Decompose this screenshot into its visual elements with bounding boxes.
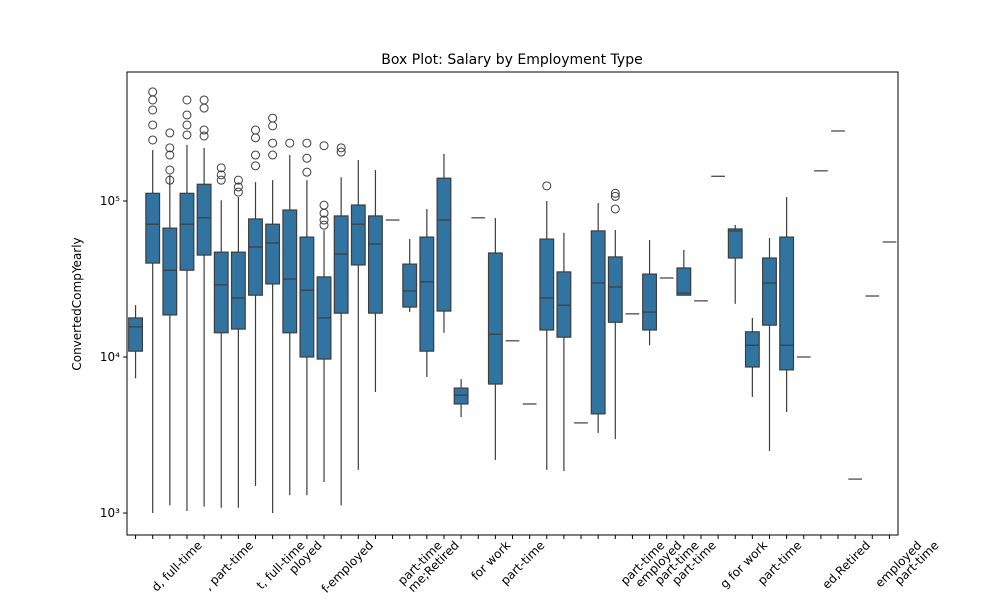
box [213,251,229,334]
box [402,263,418,308]
box [607,256,623,323]
outlier [165,128,175,138]
outlier [268,113,278,123]
outlier [336,147,346,157]
outlier [251,133,260,143]
box [436,177,452,312]
outlier [148,135,158,145]
outlier [182,120,192,130]
y-tick-label: 10³ [100,506,120,520]
x-tick-label: f-employed [319,538,377,596]
box [642,273,658,331]
x-tick-label: ed,Retired [819,538,873,592]
plot-frame [126,71,899,536]
outlier [216,170,226,180]
outlier [216,163,226,173]
box [128,317,144,352]
outlier [302,138,312,148]
outlier [319,141,329,151]
box [230,251,246,330]
y-tick-label: 10⁴ [100,350,120,364]
y-axis-label: ConvertedCompYearly [70,237,84,370]
outlier [216,175,226,185]
box [590,230,606,415]
outlier [165,150,175,160]
box [539,238,555,331]
outlier [148,105,158,115]
outlier [319,220,329,230]
box [248,218,263,296]
outlier [319,200,329,210]
outlier [199,95,209,105]
box [676,267,692,296]
box [299,236,315,358]
box [179,192,195,271]
outlier [610,191,620,201]
outlier [336,143,346,153]
x-tick-label: , part-time [201,538,256,593]
outlier [165,165,175,175]
outlier [610,188,620,198]
outlier [251,150,260,160]
outlier [542,181,552,191]
box [333,215,349,314]
box [762,257,777,326]
outlier [148,120,158,130]
outlier [199,131,209,141]
outlier [199,103,209,113]
outlier [268,138,278,148]
chart-title: Box Plot: Salary by Employment Type [381,52,642,68]
box [419,236,435,352]
outlier [251,125,260,135]
box [282,209,298,334]
box [265,223,281,285]
outlier [233,182,243,192]
outlier [165,175,175,185]
outlier [610,204,620,214]
outlier [251,161,260,171]
box [779,236,795,371]
outlier [182,95,192,105]
box [350,204,366,266]
outlier [302,167,312,177]
outlier [233,187,243,197]
outlier [165,143,175,153]
outlier [182,110,192,120]
outlier [319,208,329,218]
box [367,215,383,314]
outlier [319,215,329,225]
outlier [148,95,158,105]
box [727,228,743,259]
box [744,331,760,368]
outlier [268,121,278,131]
outlier [148,87,158,97]
outlier [285,138,295,148]
y-tick-label: 10⁵ [100,194,120,208]
x-tick-label: d, full-time [149,538,205,594]
outlier [199,125,209,135]
box [487,252,503,385]
box [453,387,469,405]
box [145,192,161,264]
outlier [182,130,192,140]
outlier [233,175,243,185]
box [162,227,178,316]
box [196,183,212,256]
outlier [268,150,278,160]
outlier [302,153,312,163]
